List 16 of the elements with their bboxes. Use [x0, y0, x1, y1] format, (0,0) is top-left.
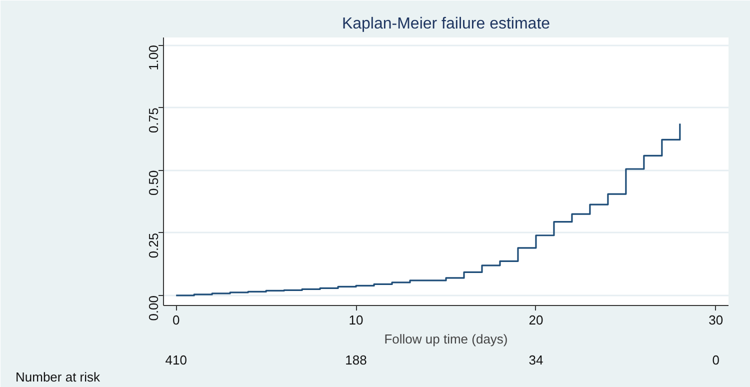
text: 0	[712, 352, 720, 368]
x-tick-label: 10	[348, 312, 364, 328]
text: 188	[345, 352, 367, 368]
text: Number at risk	[16, 370, 101, 384]
x-tick-label: 20	[528, 312, 544, 328]
y-tick-label: 0.25	[146, 232, 161, 258]
x-tick-label: 30	[708, 312, 724, 328]
y-tick-label: 0.75	[146, 108, 161, 133]
chart-title: Kaplan-Meier failure estimate	[342, 16, 550, 32]
y-tick-label: 0.00	[146, 295, 161, 321]
text: 410	[165, 352, 187, 368]
y-tick-label: 1.00	[146, 45, 161, 70]
text: 34	[528, 352, 544, 368]
x-tick-label: 0	[172, 312, 180, 328]
x-axis-title: Follow up time (days)	[384, 332, 508, 346]
y-tick-label: 0.50	[146, 170, 161, 196]
